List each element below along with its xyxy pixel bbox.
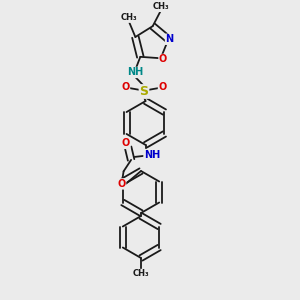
Text: O: O: [122, 138, 130, 148]
Text: O: O: [121, 82, 130, 92]
Text: O: O: [159, 55, 167, 64]
Text: O: O: [117, 179, 126, 189]
Text: O: O: [158, 82, 167, 92]
Text: CH₃: CH₃: [121, 13, 137, 22]
Text: N: N: [166, 34, 174, 44]
Text: CH₃: CH₃: [133, 269, 149, 278]
Text: CH₃: CH₃: [152, 2, 169, 11]
Text: NH: NH: [144, 149, 160, 160]
Text: S: S: [140, 85, 148, 98]
Text: NH: NH: [127, 68, 143, 77]
